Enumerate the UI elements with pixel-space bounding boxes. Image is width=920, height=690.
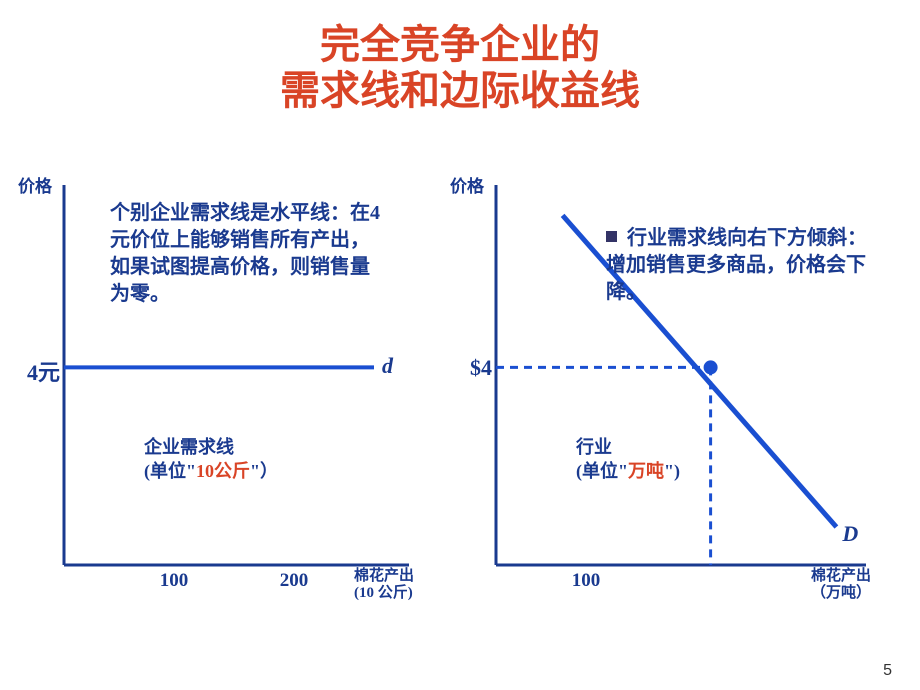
left-price-label: 4元 xyxy=(14,355,60,387)
left-subtitle-line1: 企业需求线 xyxy=(144,435,344,459)
right-description-block: 行业需求线向右下方倾斜：增加销售更多商品，价格会下降。 xyxy=(606,225,876,306)
left-tick-100: 100 xyxy=(144,570,204,592)
title-line1: 完全竞争企业的 xyxy=(0,22,920,68)
right-tick-100: 100 xyxy=(556,570,616,592)
right-subtitle-line1: 行业 xyxy=(576,435,756,459)
title-line2: 需求线和边际收益线 xyxy=(0,68,920,114)
right-curve-label: D xyxy=(842,521,858,547)
right-price-label: $4 xyxy=(446,355,492,381)
right-panel: 价格 $4 D 行业需求线向右下方倾斜：增加销售更多商品，价格会下降。 行业 (… xyxy=(446,170,896,630)
left-y-axis-label: 价格 xyxy=(18,172,52,197)
right-x-axis-label: 棉花产出 （万吨） xyxy=(811,568,871,601)
left-curve-label: d xyxy=(382,353,393,379)
slide-title: 完全竞争企业的 需求线和边际收益线 xyxy=(0,22,920,114)
right-subtitle-line2: (单位"万吨") xyxy=(576,459,756,483)
left-panel: 价格 4元 d 个别企业需求线是水平线：在4元价位上能够销售所有产出，如果试图提… xyxy=(14,170,434,630)
left-tick-200: 200 xyxy=(264,570,324,592)
page-number: 5 xyxy=(883,662,892,680)
left-description: 个别企业需求线是水平线：在4元价位上能够销售所有产出，如果试图提高价格，则销售量… xyxy=(110,200,380,308)
bullet-icon xyxy=(606,231,617,242)
right-description: 行业需求线向右下方倾斜：增加销售更多商品，价格会下降。 xyxy=(606,227,867,303)
left-subtitle: 企业需求线 (单位"10公斤"） xyxy=(144,435,344,484)
left-subtitle-line2: (单位"10公斤"） xyxy=(144,459,344,483)
left-x-axis-label: 棉花产出 (10 公斤) xyxy=(354,568,414,601)
right-subtitle: 行业 (单位"万吨") xyxy=(576,435,756,484)
right-y-axis-label: 价格 xyxy=(450,172,484,197)
